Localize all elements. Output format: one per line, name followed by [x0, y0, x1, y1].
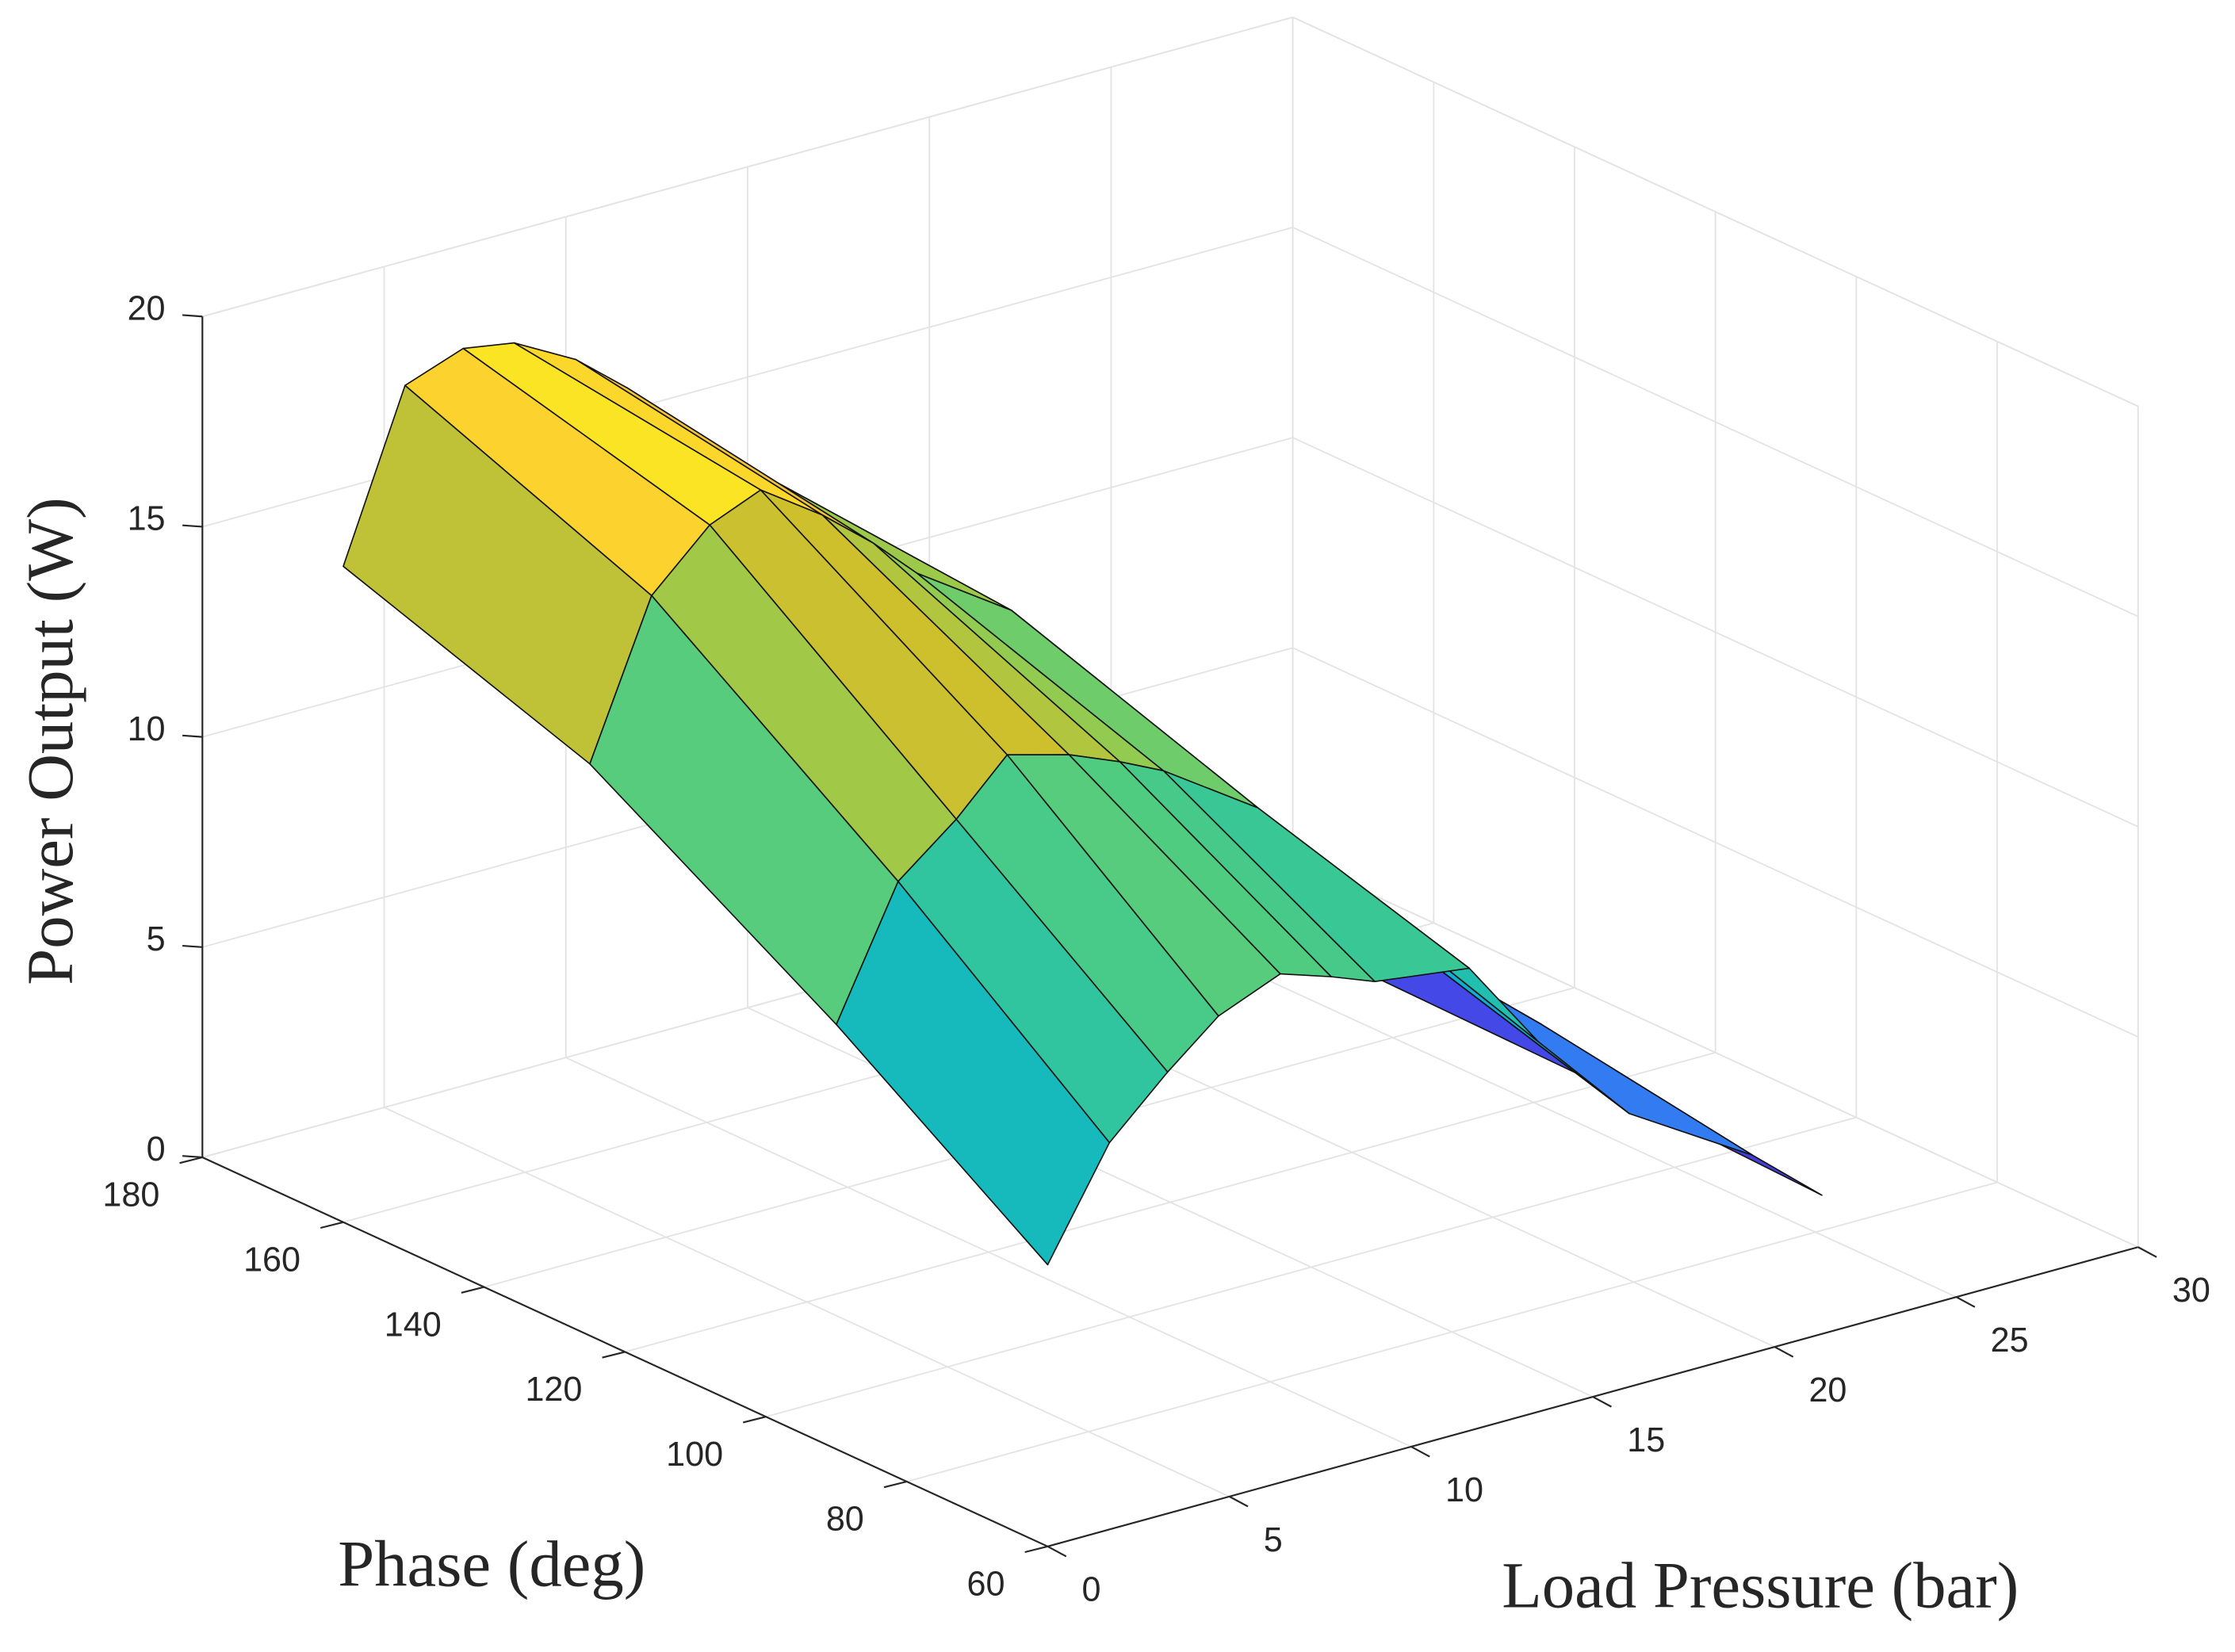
y-tick-label: 140	[385, 1306, 442, 1344]
y-tick	[461, 1286, 484, 1294]
y-tick	[1024, 1545, 1048, 1554]
wall-grid-line	[1292, 227, 2139, 618]
x-axis	[1047, 1246, 2139, 1547]
y-tick	[883, 1480, 907, 1489]
x-tick	[2137, 1246, 2157, 1258]
y-tick-label: 80	[826, 1501, 864, 1539]
surface-face	[836, 881, 1111, 1266]
x-tick	[1229, 1495, 1249, 1508]
z-tick-label: 15	[128, 500, 166, 538]
z-tick-label: 20	[128, 289, 166, 327]
z-tick	[182, 944, 203, 948]
x-tick-label: 5	[1264, 1521, 1283, 1559]
z-axis-label: Power Output (W)	[13, 497, 86, 985]
x-tick	[1047, 1545, 1067, 1558]
x-tick	[1956, 1296, 1976, 1308]
y-tick-label: 60	[967, 1566, 1005, 1604]
y-tick-label: 100	[666, 1436, 723, 1474]
z-tick-label: 10	[128, 710, 166, 748]
box-edge	[202, 16, 1293, 318]
y-tick-label: 180	[102, 1176, 159, 1214]
y-axis-label: Phase (deg)	[338, 1527, 645, 1600]
x-tick-label: 25	[1991, 1321, 2029, 1359]
x-tick-label: 30	[2172, 1272, 2210, 1310]
floor-grid-line	[625, 1051, 1716, 1353]
z-tick-label: 0	[147, 1130, 166, 1168]
floor-grid-line	[906, 1181, 1998, 1482]
z-tick-label: 5	[147, 920, 166, 958]
x-tick	[1410, 1446, 1430, 1458]
wall-grid-line	[1292, 647, 2139, 1038]
x-tick-label: 10	[1445, 1471, 1483, 1509]
wall-grid-line	[1292, 437, 2139, 828]
y-tick	[602, 1351, 626, 1359]
x-tick-label: 15	[1627, 1421, 1665, 1459]
y-tick	[743, 1416, 767, 1424]
y-tick-label: 120	[525, 1371, 582, 1409]
x-axis-label: Load Pressure (bar)	[1502, 1548, 2019, 1621]
z-tick	[182, 1155, 203, 1159]
surface	[343, 342, 1823, 1266]
box-edge	[1292, 16, 2139, 407]
axes: 0 5 10 15 20 60 80 100 120 140 160 180 0 5 10 15 20 25 30	[102, 289, 2210, 1608]
z-tick	[182, 314, 203, 318]
x-tick-label: 0	[1082, 1571, 1101, 1609]
x-tick-label: 20	[1808, 1371, 1847, 1409]
y-tick	[179, 1156, 203, 1164]
z-tick	[182, 734, 203, 738]
floor-grid-line	[765, 1116, 1857, 1418]
x-tick	[1774, 1346, 1794, 1358]
x-tick	[1592, 1396, 1612, 1408]
wall-grid-line	[1292, 857, 2139, 1249]
y-tick-label: 160	[243, 1241, 300, 1279]
z-tick	[182, 524, 203, 528]
y-tick	[320, 1221, 344, 1229]
